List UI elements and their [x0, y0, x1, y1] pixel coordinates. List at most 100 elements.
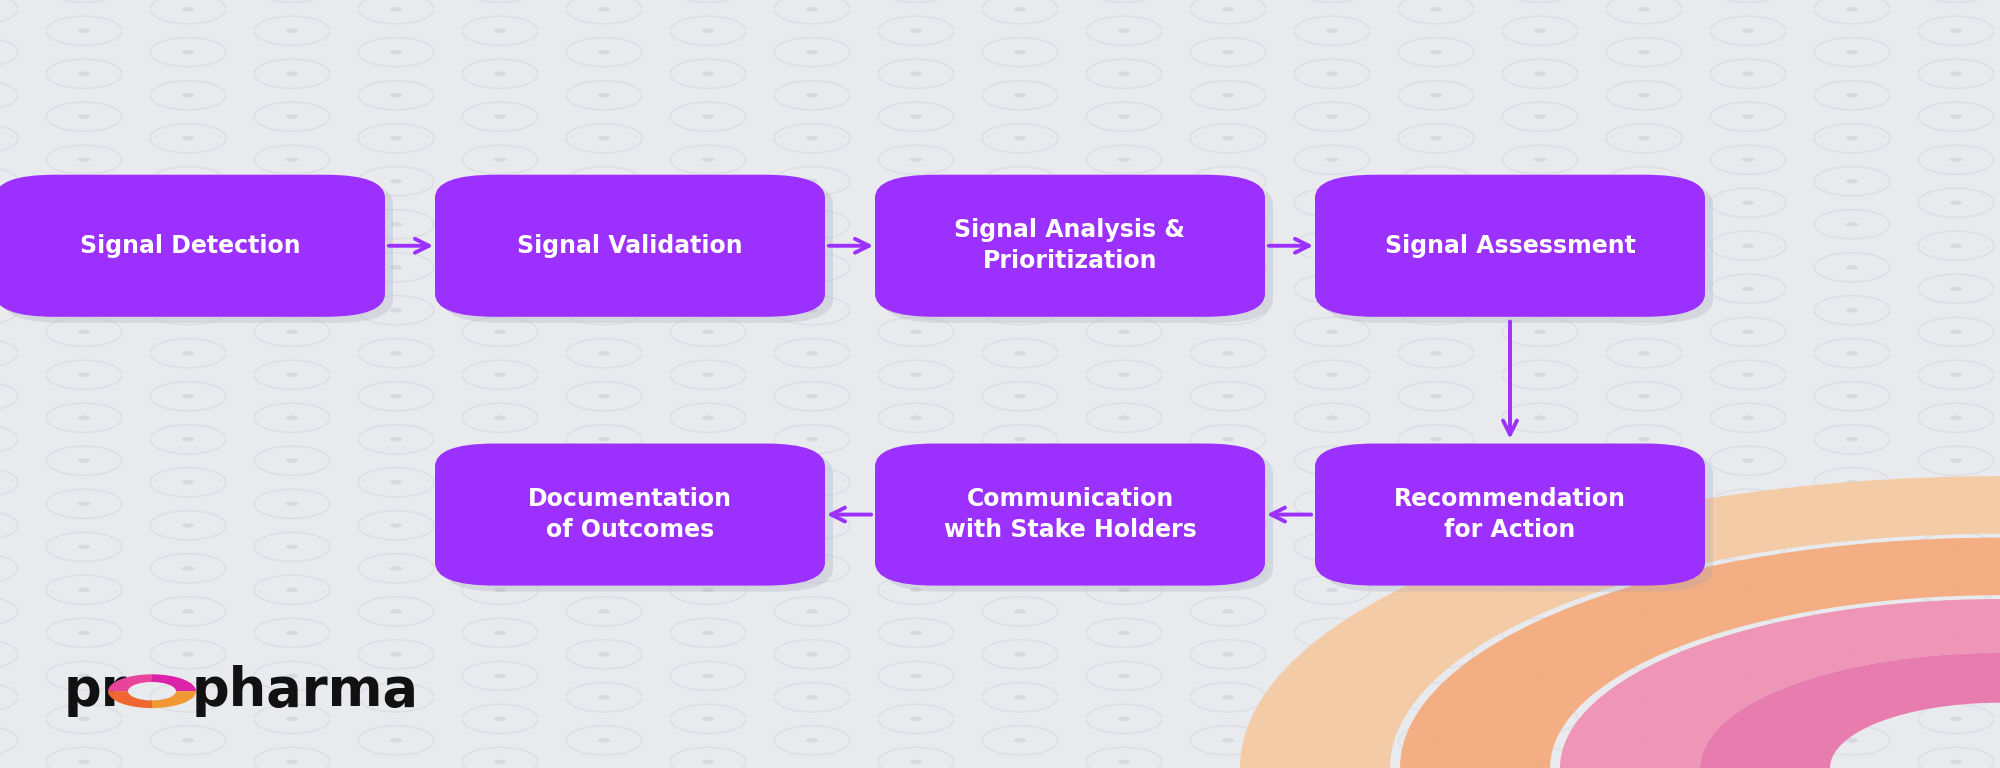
Circle shape: [598, 136, 610, 141]
Circle shape: [1534, 71, 1546, 76]
Circle shape: [390, 308, 402, 313]
Circle shape: [806, 222, 818, 227]
Circle shape: [1014, 695, 1026, 700]
Circle shape: [1430, 308, 1442, 313]
Circle shape: [910, 674, 922, 678]
Circle shape: [1950, 760, 1962, 764]
Circle shape: [806, 480, 818, 485]
Circle shape: [286, 588, 298, 592]
Circle shape: [1014, 136, 1026, 141]
Circle shape: [1638, 566, 1650, 571]
Circle shape: [286, 200, 298, 205]
Circle shape: [1326, 631, 1338, 635]
Circle shape: [182, 609, 194, 614]
Circle shape: [182, 437, 194, 442]
Circle shape: [1742, 372, 1754, 377]
Text: Signal Assessment: Signal Assessment: [1384, 233, 1636, 258]
Circle shape: [598, 480, 610, 485]
Circle shape: [1846, 308, 1858, 313]
Circle shape: [494, 717, 506, 721]
Circle shape: [1014, 93, 1026, 98]
Circle shape: [1430, 93, 1442, 98]
FancyBboxPatch shape: [1316, 175, 1704, 316]
Circle shape: [182, 695, 194, 700]
Circle shape: [910, 717, 922, 721]
Circle shape: [1534, 286, 1546, 291]
Circle shape: [598, 93, 610, 98]
Circle shape: [182, 566, 194, 571]
Circle shape: [1534, 415, 1546, 420]
Circle shape: [390, 179, 402, 184]
Circle shape: [1846, 738, 1858, 743]
Circle shape: [494, 286, 506, 291]
Circle shape: [1118, 415, 1130, 420]
Circle shape: [1950, 286, 1962, 291]
Circle shape: [1014, 179, 1026, 184]
Circle shape: [702, 200, 714, 205]
Circle shape: [910, 502, 922, 506]
FancyBboxPatch shape: [436, 175, 826, 316]
Circle shape: [182, 351, 194, 356]
Circle shape: [286, 329, 298, 334]
Wedge shape: [152, 691, 196, 708]
Circle shape: [78, 458, 90, 463]
Circle shape: [1742, 588, 1754, 592]
Circle shape: [78, 588, 90, 592]
Circle shape: [494, 415, 506, 420]
Circle shape: [1222, 566, 1234, 571]
Circle shape: [78, 286, 90, 291]
Circle shape: [1846, 609, 1858, 614]
Circle shape: [182, 50, 194, 55]
Circle shape: [390, 695, 402, 700]
Circle shape: [1222, 308, 1234, 313]
Circle shape: [78, 372, 90, 377]
Circle shape: [1326, 415, 1338, 420]
FancyBboxPatch shape: [444, 181, 832, 323]
Circle shape: [1014, 652, 1026, 657]
Circle shape: [494, 243, 506, 248]
Circle shape: [1014, 480, 1026, 485]
Circle shape: [1118, 157, 1130, 162]
Circle shape: [494, 372, 506, 377]
Circle shape: [1430, 222, 1442, 227]
Circle shape: [910, 545, 922, 549]
Circle shape: [806, 7, 818, 12]
Circle shape: [598, 179, 610, 184]
Circle shape: [1742, 243, 1754, 248]
Circle shape: [1742, 286, 1754, 291]
Circle shape: [806, 695, 818, 700]
Circle shape: [182, 394, 194, 399]
Circle shape: [1742, 502, 1754, 506]
Text: pr: pr: [64, 665, 128, 717]
Circle shape: [494, 71, 506, 76]
Circle shape: [390, 609, 402, 614]
Circle shape: [1430, 652, 1442, 657]
Circle shape: [910, 243, 922, 248]
Circle shape: [702, 243, 714, 248]
Circle shape: [1638, 738, 1650, 743]
Circle shape: [1430, 738, 1442, 743]
Circle shape: [1430, 695, 1442, 700]
Circle shape: [78, 415, 90, 420]
Circle shape: [1742, 71, 1754, 76]
Circle shape: [390, 93, 402, 98]
Circle shape: [1534, 545, 1546, 549]
Circle shape: [182, 7, 194, 12]
Circle shape: [286, 502, 298, 506]
Circle shape: [78, 329, 90, 334]
Circle shape: [806, 265, 818, 270]
Circle shape: [1950, 502, 1962, 506]
FancyBboxPatch shape: [1316, 444, 1704, 585]
Circle shape: [1430, 50, 1442, 55]
Circle shape: [1326, 286, 1338, 291]
Circle shape: [1742, 717, 1754, 721]
Circle shape: [910, 200, 922, 205]
Circle shape: [806, 351, 818, 356]
Circle shape: [1846, 222, 1858, 227]
Circle shape: [390, 222, 402, 227]
Circle shape: [1014, 351, 1026, 356]
Circle shape: [1118, 717, 1130, 721]
Circle shape: [1846, 7, 1858, 12]
Circle shape: [1222, 609, 1234, 614]
Circle shape: [1014, 50, 1026, 55]
